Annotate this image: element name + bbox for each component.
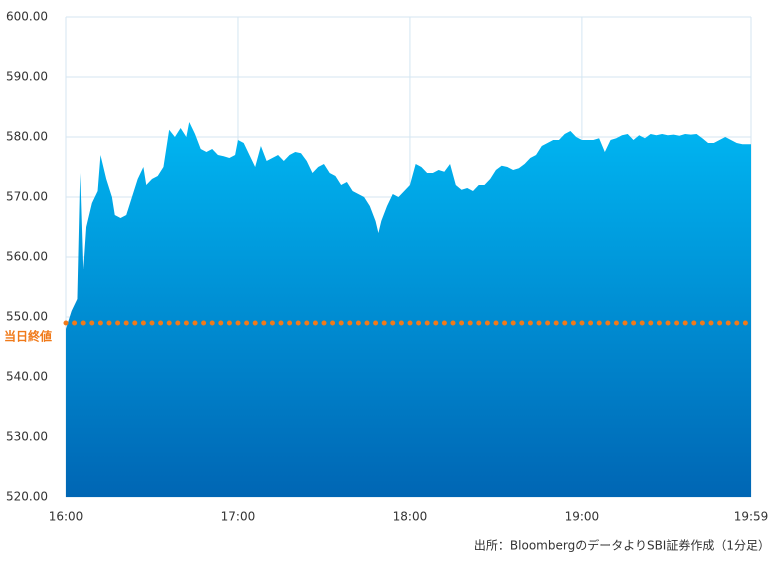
x-tick-label: 17:00: [221, 510, 256, 524]
y-tick-label: 580.00: [6, 130, 48, 144]
y-tick-label: 540.00: [6, 370, 48, 384]
y-tick-label: 550.00: [6, 310, 48, 324]
reference-label: 当日終値: [4, 329, 52, 344]
y-tick-label: 530.00: [6, 430, 48, 444]
y-tick-label: 520.00: [6, 490, 48, 504]
x-tick-label: 18:00: [393, 510, 428, 524]
x-tick-label: 16:00: [49, 510, 84, 524]
y-tick-label: 600.00: [6, 10, 48, 24]
y-tick-label: 570.00: [6, 190, 48, 204]
y-tick-label: 560.00: [6, 250, 48, 264]
source-note: 出所：BloombergのデータよりSBI証券作成（1分足）: [474, 538, 770, 553]
x-tick-label: 19:59: [734, 510, 769, 524]
area: [66, 122, 751, 497]
x-tick-label: 19:00: [565, 510, 600, 524]
y-tick-label: 590.00: [6, 70, 48, 84]
